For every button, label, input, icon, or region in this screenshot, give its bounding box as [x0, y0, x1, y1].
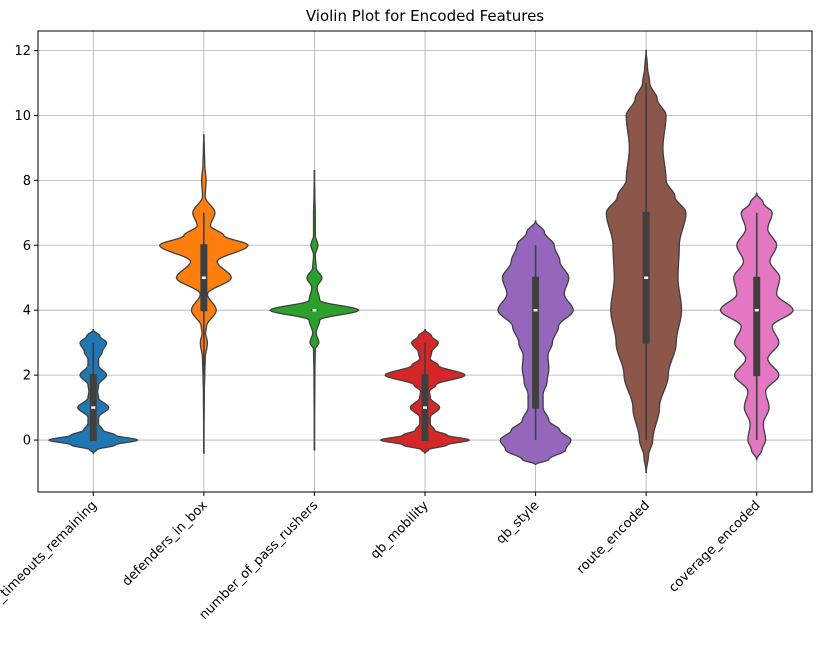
violin-iqr-box	[532, 276, 540, 409]
x-tick-label: qb_mobility	[368, 498, 432, 562]
chart-title: Violin Plot for Encoded Features	[306, 7, 544, 25]
x-tick-label: defenders_in_box	[120, 498, 211, 589]
axes: 0 2 4 6 8 10 12 posteam_timeouts_remaining defen…	[0, 30, 813, 645]
y-tick-label: 4	[23, 304, 31, 319]
violin-median-marker	[201, 276, 206, 279]
y-tick-label: 12	[14, 44, 31, 59]
violin-route_encoded	[605, 49, 687, 474]
violins	[48, 49, 794, 474]
y-tick-label: 2	[23, 369, 31, 384]
violin-median-marker	[754, 308, 759, 312]
y-tick-label: 10	[14, 109, 31, 124]
x-tick-label: posteam_timeouts_remaining	[0, 498, 100, 645]
violin-median-marker	[533, 308, 538, 312]
violin-iqr-box	[753, 276, 761, 377]
x-tick-label: coverage_encoded	[666, 498, 763, 595]
violin-median-marker	[644, 276, 649, 279]
violin-qb_mobility	[379, 329, 471, 454]
violin-coverage_encoded	[719, 192, 794, 461]
violin-median-marker	[91, 406, 96, 409]
violin-number_of_pass_rushers	[269, 169, 360, 451]
y-tick-label: 0	[23, 434, 31, 449]
violin-median-marker	[423, 406, 427, 409]
x-tick-label: route_encoded	[574, 498, 653, 577]
y-tick-label: 6	[23, 239, 31, 254]
y-tick-label: 8	[23, 174, 31, 189]
violin-posteam_timeouts_remaining	[48, 329, 139, 454]
violin-qb_style	[497, 220, 574, 466]
plot-frame	[37, 30, 813, 493]
x-tick-label: qb_style	[493, 498, 542, 547]
violin-median-marker	[312, 308, 317, 312]
x-tick-label: number_of_pass_rushers	[197, 498, 322, 623]
violin-defenders_in_box	[159, 134, 249, 454]
